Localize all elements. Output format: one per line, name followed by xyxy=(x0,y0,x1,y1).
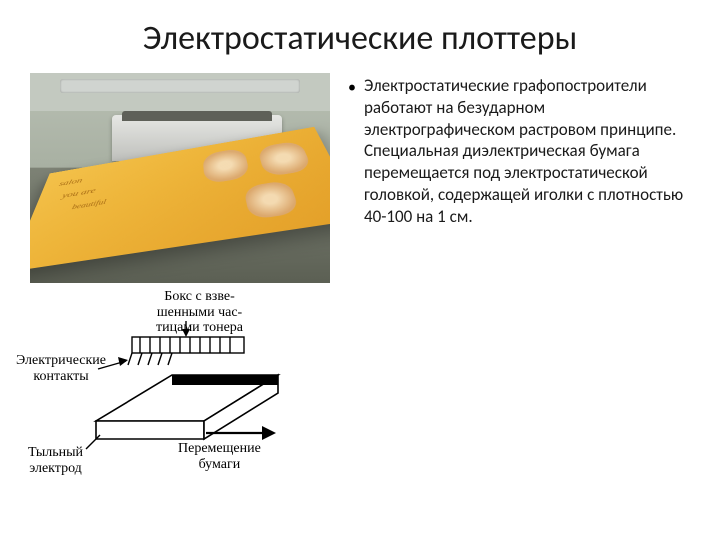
diag-paper-front xyxy=(96,421,204,439)
photo-text-3: beautiful xyxy=(71,198,107,211)
diag-label-papermove: Перемещение бумаги xyxy=(178,441,261,472)
schematic-diagram: Бокс с взве- шенными час- тицами тонера … xyxy=(30,293,330,498)
diag-toner-row xyxy=(132,337,244,353)
diag-arrowhead-papermove xyxy=(262,426,276,440)
right-column: • Электростатические графопостроители ра… xyxy=(348,73,690,520)
bullet-item: • Электростатические графопостроители ра… xyxy=(348,75,690,227)
photo-img-2 xyxy=(257,140,313,177)
diag-label-toner: Бокс с взве- шенными час- тицами тонера xyxy=(156,289,243,336)
photo-duct xyxy=(60,79,300,93)
slide: Электростатические плоттеры salon you ar… xyxy=(0,0,720,540)
left-column: salon you are beautiful xyxy=(30,73,330,520)
bullet-text: Электростатические графопостроители рабо… xyxy=(364,75,690,227)
diag-contacts xyxy=(128,353,172,365)
content-row: salon you are beautiful xyxy=(30,73,690,520)
plotter-photo: salon you are beautiful xyxy=(30,73,330,283)
photo-img-3 xyxy=(243,180,300,220)
diag-label-contacts: Электрические контакты xyxy=(16,353,106,384)
bullet-dot-icon: • xyxy=(348,78,356,227)
photo-text-2: you are xyxy=(61,186,97,200)
diag-label-electrode: Тыльный электрод xyxy=(28,445,83,476)
diag-back-electrode xyxy=(172,375,278,385)
photo-text-1: salon xyxy=(58,176,83,188)
slide-title: Электростатические плоттеры xyxy=(30,18,690,59)
photo-plotter-top xyxy=(122,111,272,121)
diag-arrow-electrode xyxy=(86,435,100,449)
photo-img-1 xyxy=(202,147,250,184)
diag-arrowhead-contacts xyxy=(118,357,128,366)
